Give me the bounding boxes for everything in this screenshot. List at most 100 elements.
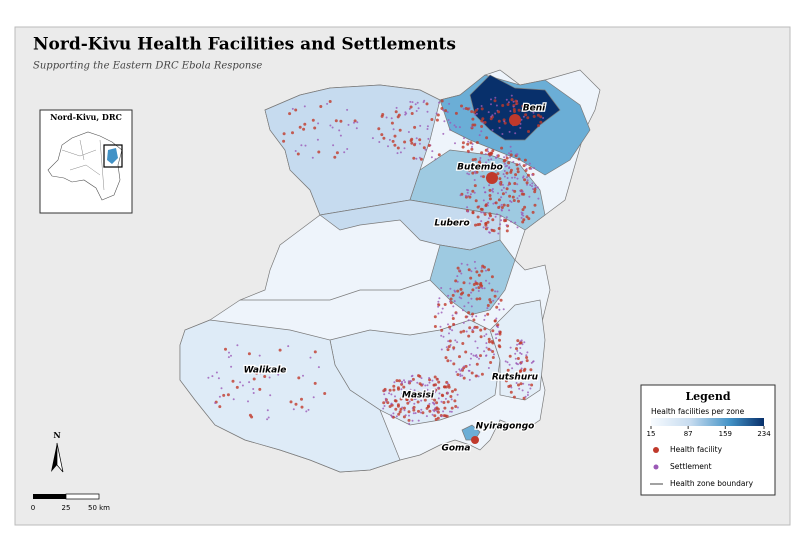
settlement-point	[478, 134, 481, 137]
settlement-point	[471, 145, 473, 148]
settlement-point	[396, 152, 399, 155]
settlement-point	[425, 415, 428, 418]
settlement-point	[326, 102, 329, 105]
settlement-point	[525, 377, 528, 380]
facility-point	[474, 281, 478, 285]
facility-point	[484, 222, 488, 225]
settlement-point	[508, 209, 511, 212]
settlement-point	[529, 184, 532, 186]
facility-point	[469, 141, 473, 145]
settlement-point	[269, 366, 272, 369]
facility-point	[533, 190, 537, 194]
facility-point	[475, 141, 479, 144]
facility-point	[435, 377, 439, 381]
facility-point	[435, 401, 439, 405]
settlement-point	[420, 377, 423, 380]
settlement-point	[542, 117, 545, 119]
settlement-point	[437, 305, 440, 308]
facility-point	[539, 120, 543, 124]
facility-point	[417, 374, 420, 378]
settlement-point	[329, 124, 332, 127]
settlement-point	[516, 183, 519, 186]
settlement-point	[468, 363, 471, 366]
settlement-point	[475, 112, 478, 115]
settlement-point	[471, 328, 474, 331]
settlement-point	[446, 382, 449, 385]
settlement-point	[509, 200, 512, 202]
settlement-point	[497, 232, 500, 235]
settlement-point	[477, 375, 480, 378]
facility-point	[464, 315, 468, 319]
settlement-point	[454, 142, 456, 145]
facility-point	[248, 413, 252, 417]
facility-point	[483, 327, 487, 331]
settlement-point	[456, 341, 459, 344]
settlement-point	[445, 346, 448, 349]
settlement-point	[503, 170, 506, 172]
settlement-point	[431, 150, 434, 153]
settlement-point	[426, 110, 429, 113]
facility-point	[473, 110, 477, 114]
facility-point	[466, 149, 470, 153]
facility-point	[450, 406, 454, 410]
facility-point	[523, 367, 527, 371]
place-label: Goma	[441, 444, 470, 454]
settlement-point	[259, 372, 262, 375]
settlement-point	[413, 389, 416, 392]
facility-point	[436, 407, 440, 411]
facility-point	[496, 172, 500, 176]
facility-point	[482, 175, 485, 179]
settlement-point	[456, 280, 459, 283]
facility-point	[418, 138, 422, 142]
facility-point	[440, 328, 444, 332]
settlement-point	[433, 410, 436, 413]
facility-point	[491, 356, 495, 359]
facility-point	[516, 170, 520, 174]
facility-point	[396, 404, 400, 408]
facility-point	[398, 128, 402, 132]
settlement-point	[512, 160, 515, 163]
facility-point	[402, 406, 406, 410]
facility-point	[412, 405, 416, 409]
facility-point	[437, 380, 441, 384]
facility-point	[532, 376, 536, 380]
settlement-point	[511, 367, 514, 370]
facility-point	[410, 141, 414, 145]
facility-point	[518, 370, 522, 373]
facility-point	[467, 311, 471, 315]
settlement-point	[415, 397, 418, 400]
facility-point	[509, 153, 513, 157]
settlement-point	[501, 133, 504, 135]
facility-point	[386, 401, 390, 405]
settlement-point	[409, 100, 412, 103]
facility-point	[517, 157, 521, 161]
settlement-point	[468, 378, 471, 381]
facility-point	[509, 114, 521, 126]
facility-point	[477, 273, 481, 277]
facility-point	[489, 151, 493, 155]
settlement-point	[481, 287, 484, 290]
settlement-point	[402, 396, 405, 399]
scale-label: 0	[31, 504, 35, 512]
inset-highlight	[103, 144, 123, 168]
settlement-point	[495, 337, 498, 340]
settlement-point	[411, 419, 414, 422]
settlement-point	[458, 296, 461, 299]
facility-point	[470, 110, 474, 114]
settlement-point	[473, 179, 476, 181]
settlement-point	[440, 311, 443, 314]
facility-point	[258, 387, 262, 391]
facility-point	[433, 375, 437, 379]
facility-point	[403, 140, 407, 144]
facility-point	[317, 150, 321, 154]
facility-point	[447, 383, 451, 387]
settlement-point	[456, 406, 459, 409]
facility-point	[479, 283, 482, 287]
facility-point	[444, 356, 448, 360]
facility-point	[471, 123, 475, 127]
settlement-point	[506, 361, 509, 364]
facility-point	[446, 348, 450, 352]
settlement-point	[418, 142, 421, 145]
settlement-point	[508, 363, 511, 366]
facility-point	[396, 146, 400, 150]
